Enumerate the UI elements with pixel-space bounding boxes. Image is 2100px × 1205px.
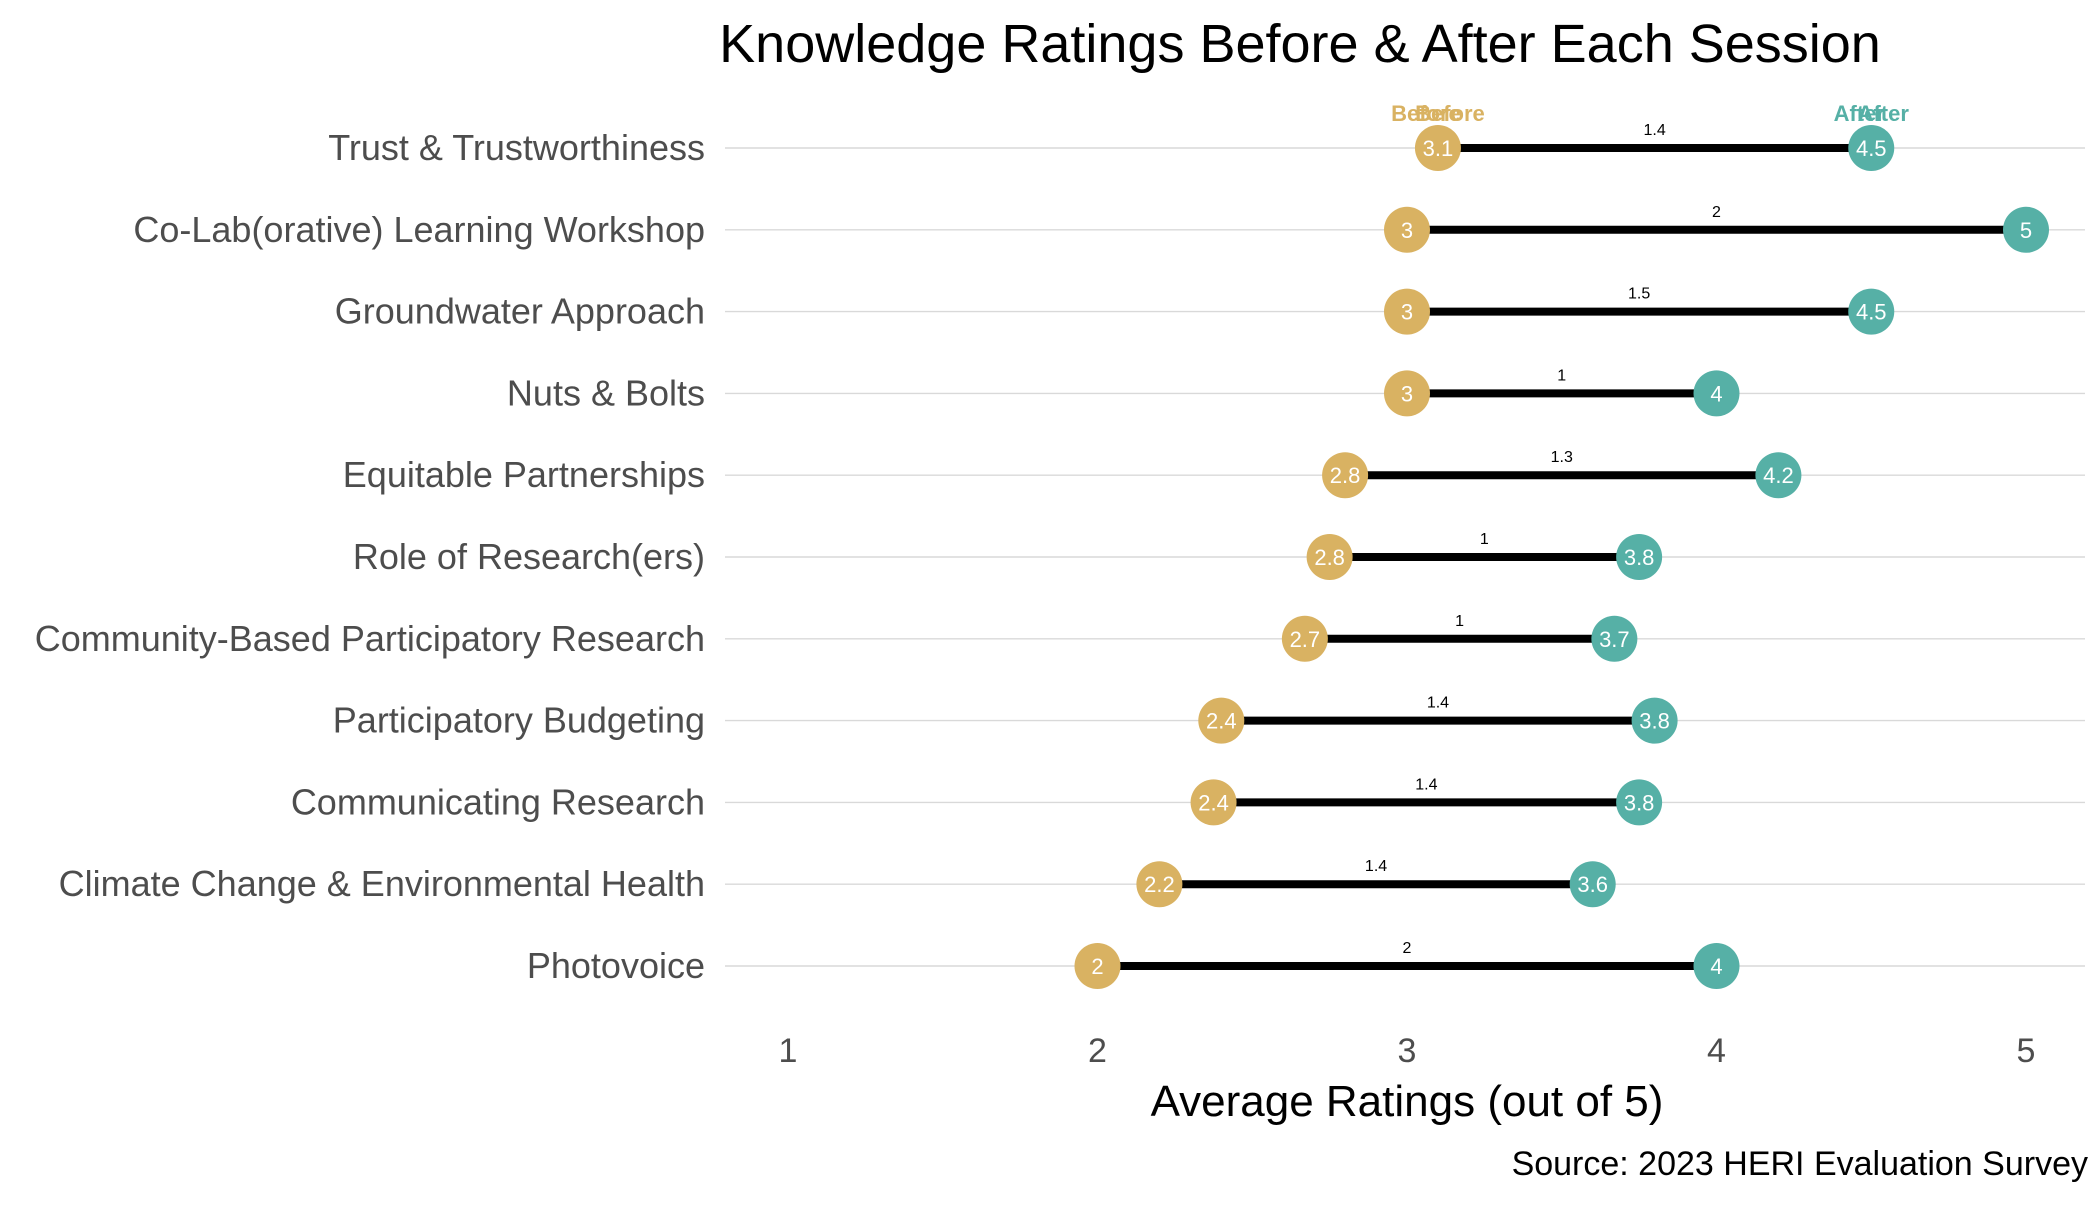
difference-label: 1.3 <box>1551 449 1573 466</box>
before-point <box>1322 452 1369 499</box>
before-value-label: 2.7 <box>1290 627 1321 652</box>
before-point <box>1190 779 1237 826</box>
x-tick-label: 2 <box>1088 1032 1107 1070</box>
after-value-label: 3.8 <box>1639 709 1670 734</box>
series-legend-labels: Before After Before After <box>1391 101 1909 126</box>
x-tick-label: 1 <box>779 1032 798 1070</box>
after-point <box>1755 452 1802 499</box>
after-value-label: 3.7 <box>1599 627 1630 652</box>
after-point <box>1631 697 1678 744</box>
data-points: 3.1 4.5 3 5 3 4.5 3 4 2.8 4.2 2.8 3.8 2.7 3.7 2.4 3.8 2.… <box>1074 125 2049 989</box>
after-value-label: 3.6 <box>1577 872 1608 897</box>
difference-label: 1.4 <box>1365 858 1387 875</box>
category-label: Communicating Research <box>291 781 705 822</box>
difference-label: 1 <box>1455 613 1464 630</box>
before-value-label: 3.1 <box>1423 136 1454 161</box>
after-value-label: 4 <box>1710 381 1722 406</box>
legend-after-label: After <box>1858 101 1910 126</box>
category-label: Groundwater Approach <box>335 291 705 332</box>
difference-label: 1.5 <box>1628 286 1650 303</box>
chart-title: Knowledge Ratings Before & After Each Se… <box>719 14 1881 74</box>
category-label: Participatory Budgeting <box>333 700 705 741</box>
before-point <box>1384 370 1430 417</box>
after-point <box>1616 779 1663 826</box>
before-point <box>1074 943 1121 989</box>
after-value-label: 4 <box>1710 954 1722 979</box>
before-point <box>1198 697 1245 744</box>
category-label: Nuts & Bolts <box>507 372 705 413</box>
category-label: Climate Change & Environmental Health <box>59 863 705 904</box>
difference-label: 1.4 <box>1415 776 1437 793</box>
before-point <box>1306 534 1353 580</box>
x-tick-label: 3 <box>1398 1032 1417 1070</box>
difference-label: 2 <box>1403 940 1412 957</box>
after-point <box>1693 943 1740 989</box>
after-point <box>1569 861 1616 908</box>
legend-after-label: After <box>1834 101 1886 126</box>
dumbbell-segments <box>1097 144 2026 970</box>
after-value-label: 3.8 <box>1624 790 1655 815</box>
legend-before-label: Before <box>1391 101 1461 126</box>
category-label: Trust & Trustworthiness <box>328 127 705 168</box>
before-value-label: 2.4 <box>1206 709 1237 734</box>
after-point <box>1616 534 1663 580</box>
after-point <box>1591 615 1638 662</box>
x-axis-tick-labels: 1 2 3 4 5 <box>779 1032 2036 1070</box>
source-caption: Source: 2023 HERI Evaluation Survey <box>1512 1145 2088 1183</box>
after-value-label: 5 <box>2020 218 2032 243</box>
after-point <box>1848 125 1895 171</box>
before-value-label: 3 <box>1401 218 1413 243</box>
x-tick-label: 4 <box>1707 1032 1726 1070</box>
before-point <box>1281 615 1328 662</box>
before-value-label: 2.8 <box>1330 463 1361 488</box>
before-point <box>1414 125 1461 171</box>
after-point <box>2003 206 2049 253</box>
before-value-label: 3 <box>1401 300 1413 325</box>
x-axis-title: Average Ratings (out of 5) <box>1151 1077 1664 1126</box>
difference-labels: 1.4 2 1.5 1 1.3 1 1 1.4 1.4 1.4 2 <box>1365 122 1721 957</box>
difference-label: 1.4 <box>1427 695 1449 712</box>
after-value-label: 3.8 <box>1624 545 1655 570</box>
after-point <box>1693 370 1740 417</box>
difference-label: 1 <box>1480 531 1489 548</box>
after-value-label: 4.5 <box>1856 136 1887 161</box>
legend-before-label: Before <box>1415 101 1485 126</box>
after-value-label: 4.5 <box>1856 300 1887 325</box>
before-value-label: 2 <box>1091 954 1103 979</box>
category-label: Role of Research(ers) <box>353 536 705 577</box>
after-value-label: 4.2 <box>1763 463 1794 488</box>
before-value-label: 2.2 <box>1144 872 1175 897</box>
after-point <box>1848 288 1895 335</box>
difference-label: 1.4 <box>1643 122 1665 139</box>
category-label: Community-Based Participatory Research <box>35 618 705 659</box>
category-axis-labels: Trust & Trustworthiness Co-Lab(orative) L… <box>35 127 705 986</box>
before-point <box>1136 861 1183 908</box>
difference-label: 1 <box>1557 367 1566 384</box>
difference-label: 2 <box>1712 204 1721 221</box>
category-label: Equitable Partnerships <box>343 454 705 495</box>
before-value-label: 3 <box>1401 381 1413 406</box>
category-label: Co-Lab(orative) Learning Workshop <box>133 209 705 250</box>
before-point <box>1384 206 1430 253</box>
before-value-label: 2.4 <box>1198 790 1229 815</box>
category-label: Photovoice <box>527 945 705 986</box>
x-tick-label: 5 <box>2017 1032 2036 1070</box>
before-value-label: 2.8 <box>1314 545 1345 570</box>
before-point <box>1384 288 1430 335</box>
